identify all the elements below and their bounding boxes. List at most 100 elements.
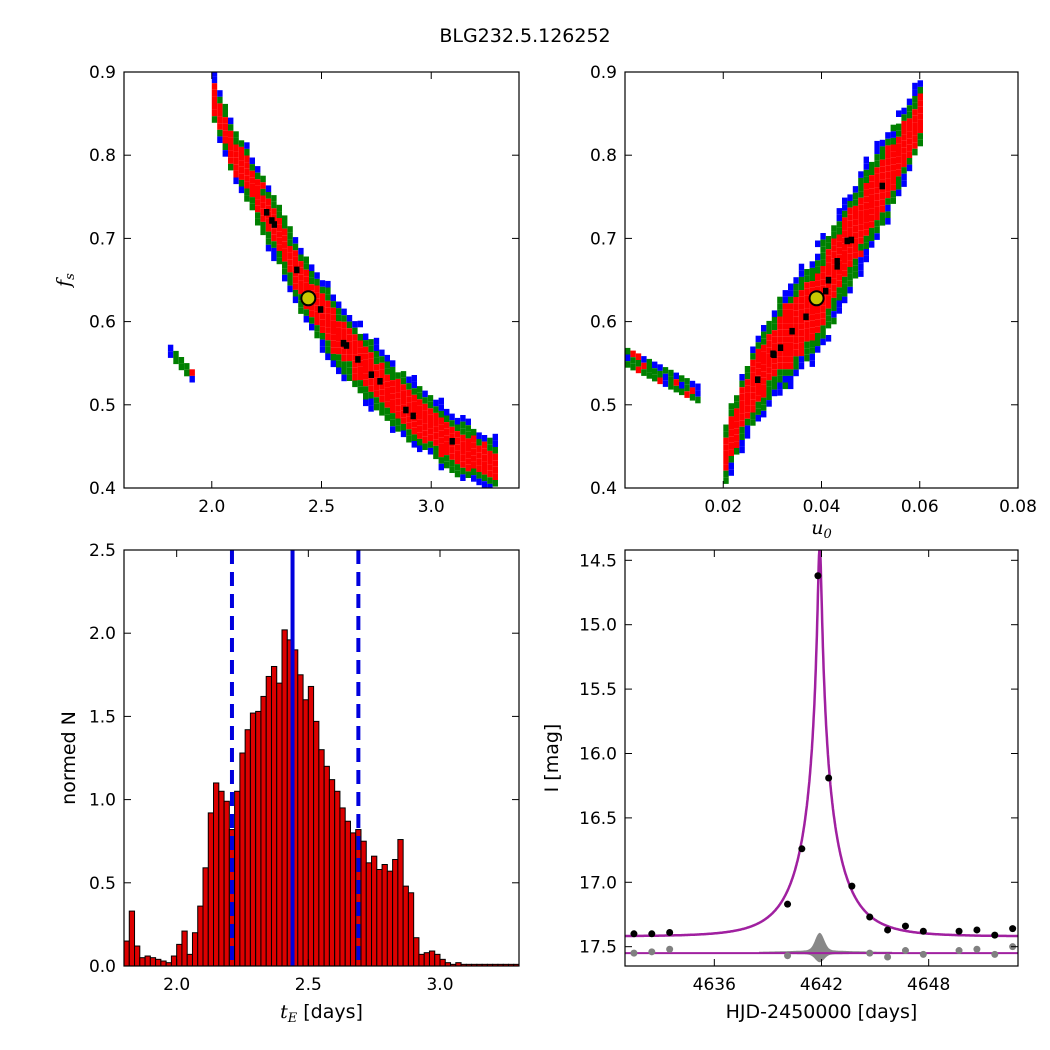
cell-2sigma <box>487 444 493 451</box>
cell-2sigma <box>336 308 342 315</box>
cell-2sigma <box>734 448 740 455</box>
cell-2sigma <box>896 176 902 183</box>
y-tick-label: 16.5 <box>579 809 617 829</box>
cell-2sigma <box>879 153 886 160</box>
cell-1sigma <box>901 160 907 168</box>
cell-1sigma <box>858 237 864 244</box>
y-tick-label: 0.4 <box>89 479 116 499</box>
cell-1sigma <box>809 320 815 328</box>
data-point <box>1009 925 1017 933</box>
cell-2sigma <box>276 257 282 265</box>
cell-1sigma <box>217 103 223 110</box>
cell-1sigma <box>265 218 272 225</box>
cell-1sigma <box>373 390 380 398</box>
cell-3sigma <box>471 475 477 482</box>
light-curve-panel: 4636 4642 4648 14.5 15.0 15.5 16.0 16.5 17.0 17.5… <box>541 549 1019 1023</box>
cell-2sigma <box>271 241 277 248</box>
cell-3sigma <box>319 280 326 287</box>
cell-black <box>803 313 809 321</box>
cell-1sigma <box>471 442 477 449</box>
cell-1sigma <box>847 214 853 221</box>
cell-1sigma <box>400 397 407 405</box>
cell-1sigma <box>314 298 320 306</box>
cell-2sigma <box>858 191 864 198</box>
cell-2sigma <box>454 470 461 478</box>
histogram-bar <box>323 765 330 966</box>
cell-2sigma <box>804 275 810 283</box>
cell-2sigma <box>449 420 455 427</box>
cell-3sigma <box>847 194 853 201</box>
cell-1sigma <box>804 308 810 316</box>
cell-3sigma <box>330 294 336 302</box>
residual-point <box>666 945 674 953</box>
cell-1sigma <box>793 343 799 350</box>
cell-1sigma <box>804 282 810 289</box>
cell-1sigma <box>766 334 772 341</box>
residual-point <box>919 950 927 958</box>
cell-2sigma <box>842 210 848 218</box>
cell-1sigma <box>481 468 488 475</box>
cell-1sigma <box>330 347 336 354</box>
cell-2sigma <box>766 327 772 335</box>
cell-1sigma <box>395 385 401 393</box>
cell-1sigma <box>885 152 891 159</box>
cell-2sigma <box>287 226 293 233</box>
x-tick-label: 4648 <box>907 975 950 995</box>
cell-3sigma <box>917 80 923 87</box>
cell-1sigma <box>815 319 821 327</box>
cell-3sigma <box>217 136 223 143</box>
cell-2sigma <box>809 274 815 282</box>
cell-2sigma <box>917 133 923 140</box>
cell-1sigma <box>906 118 913 125</box>
cell-1sigma <box>336 321 342 328</box>
cell-1sigma <box>912 129 918 136</box>
cell-1sigma <box>842 250 848 257</box>
cell-1sigma <box>863 216 869 223</box>
cell-2sigma <box>804 269 810 276</box>
cell-1sigma <box>276 231 282 238</box>
cell-1sigma <box>417 405 423 413</box>
cell-tail <box>625 354 631 362</box>
cell-1sigma <box>255 205 261 213</box>
cell-2sigma <box>852 258 859 266</box>
cell-1sigma <box>449 426 455 434</box>
x-tick-label: 3.0 <box>418 497 445 517</box>
cell-black <box>368 371 374 378</box>
cell-1sigma <box>260 208 266 216</box>
cell-3sigma <box>858 263 864 271</box>
cell-2sigma <box>890 197 896 204</box>
cell-2sigma <box>820 239 826 247</box>
cell-3sigma <box>400 430 407 438</box>
cell-2sigma <box>874 160 880 168</box>
cell-3sigma <box>292 296 299 304</box>
cell-2sigma <box>265 192 272 199</box>
cell-3sigma <box>287 285 293 293</box>
cell-1sigma <box>874 200 880 207</box>
cell-2sigma <box>487 437 493 445</box>
cell-3sigma <box>793 277 799 284</box>
cell-2sigma <box>292 289 299 297</box>
cell-black <box>269 217 275 224</box>
data-point <box>991 931 999 939</box>
cell-1sigma <box>444 441 450 449</box>
cell-1sigma <box>373 364 380 371</box>
histogram-bar <box>281 629 288 966</box>
cell-2sigma <box>782 369 788 376</box>
cell-1sigma <box>777 336 783 343</box>
y-tick-label: 1.5 <box>89 707 116 727</box>
cell-1sigma <box>777 349 783 357</box>
cell-2sigma <box>739 433 745 440</box>
cell-2sigma <box>395 418 401 426</box>
cell-1sigma <box>879 172 886 180</box>
cell-1sigma <box>471 435 477 443</box>
cell-black <box>755 376 761 383</box>
cell-1sigma <box>438 450 444 458</box>
cell-black <box>449 438 455 445</box>
fs-vs-te-panel: 2.0 2.5 3.0 0.4 0.5 0.6 0.7 0.8 0.9 fs <box>53 63 520 517</box>
histogram-bar <box>197 905 204 966</box>
cell-2sigma <box>728 456 734 463</box>
cell-2sigma <box>255 212 261 219</box>
cell-1sigma <box>869 194 875 202</box>
cell-1sigma <box>276 218 282 225</box>
cell-2sigma <box>411 388 417 395</box>
